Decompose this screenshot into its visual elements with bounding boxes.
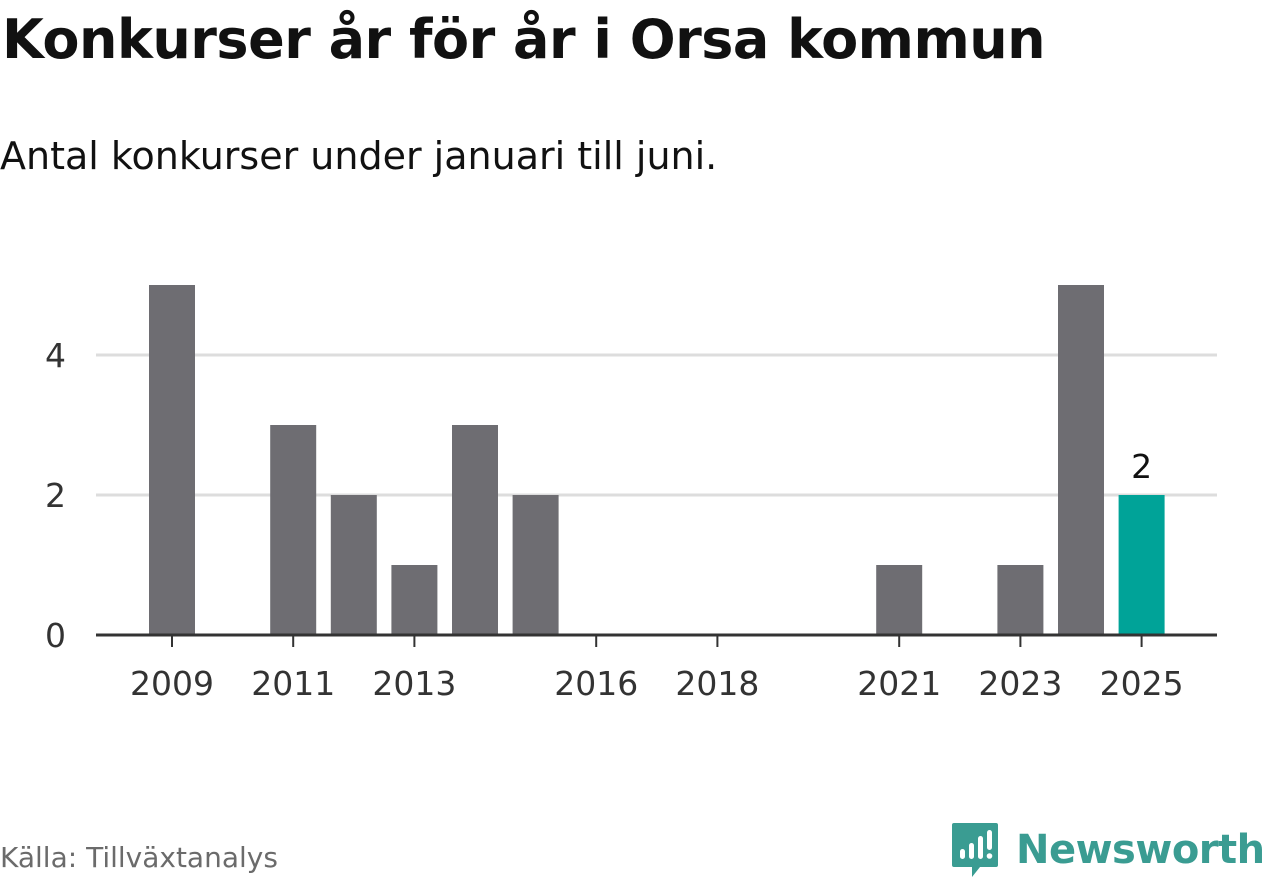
x-tick-label: 2013: [372, 664, 456, 703]
x-tick-label: 2021: [857, 664, 941, 703]
bar-2011: [270, 425, 317, 635]
bar-2025: [1118, 495, 1165, 635]
labels: 0 2 4 2009 2011 2013 2016 2018 2021 2023 2025 2: [45, 336, 1184, 703]
x-tick-label: 2009: [130, 664, 214, 703]
bar-2014: [452, 425, 498, 635]
x-tick-label: 2011: [251, 664, 335, 703]
bar-2024: [1058, 285, 1104, 635]
bar-2023: [997, 565, 1044, 635]
y-tick-label: 0: [45, 616, 66, 655]
y-tick-label: 4: [45, 336, 66, 375]
bar-2009: [149, 285, 195, 635]
x-tick-label: 2023: [978, 664, 1062, 703]
x-tick-label: 2018: [675, 664, 759, 703]
brand-name: Newsworthy: [1016, 827, 1262, 873]
brand-logo: Newsworthy: [950, 820, 1262, 880]
newsworthy-logo-icon: [952, 823, 998, 877]
chart-title: Konkurser år för år i Orsa kommun: [2, 8, 1046, 71]
bars: [149, 285, 1165, 635]
chart-subtitle: Antal konkurser under januari till juni.: [0, 134, 718, 178]
data-label-2025: 2: [1131, 447, 1152, 486]
bar-2021: [876, 565, 923, 635]
y-tick-label: 2: [45, 476, 66, 515]
source-note: Källa: Tillväxtanalys: [0, 841, 278, 874]
x-tick-label: 2016: [554, 664, 638, 703]
axes: [96, 633, 1217, 647]
gridlines: [96, 353, 1217, 497]
x-tick-label: 2025: [1100, 664, 1184, 703]
bar-2015: [512, 495, 559, 635]
bar-2013: [391, 565, 438, 635]
bar-2012: [330, 495, 377, 635]
